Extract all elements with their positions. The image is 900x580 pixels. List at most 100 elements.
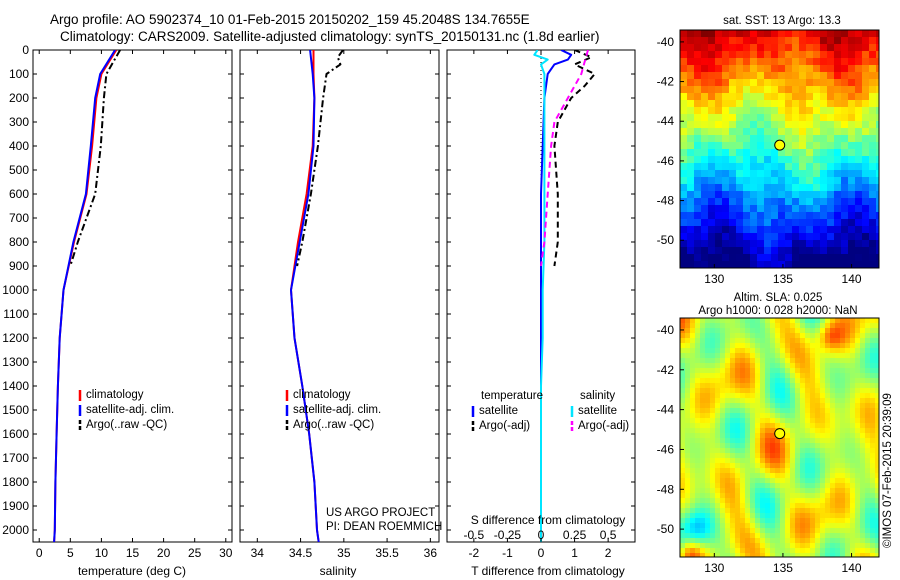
sla-map-cell: [810, 358, 816, 364]
sst-map-cell: [736, 240, 744, 248]
sst-map-cell: [764, 100, 772, 108]
sla-map-cell: [860, 368, 866, 374]
sst-map-cell: [799, 30, 807, 38]
sla-map-cell: [705, 423, 711, 429]
sla-map-cell: [775, 453, 781, 459]
sla-map-cell: [715, 458, 721, 464]
sla-map-cell: [770, 513, 776, 519]
sla-map-cell: [760, 478, 766, 484]
sla-map-cell: [740, 438, 746, 444]
sla-map-cell: [750, 453, 756, 459]
sla-map-cell: [790, 428, 796, 434]
sst-map-cell: [855, 226, 863, 234]
sla-map-cell: [690, 368, 696, 374]
sla-map-cell: [795, 498, 801, 504]
sla-map-cell: [770, 343, 776, 349]
sst-map-cell: [722, 177, 730, 185]
difference-xtick-label: 2: [605, 546, 612, 560]
sla-map-cell: [740, 443, 746, 449]
sla-map-cell: [710, 438, 716, 444]
sla-map-cell: [705, 498, 711, 504]
sla-map-cell: [715, 428, 721, 434]
sst-map-cell: [715, 100, 723, 108]
sst-map-cell: [855, 114, 863, 122]
sla-map-cell: [690, 453, 696, 459]
sst-map-cell: [771, 247, 779, 255]
sst-map-cell: [694, 121, 702, 129]
sla-map-cell: [705, 513, 711, 519]
sst-map-cell: [792, 30, 800, 38]
sla-map-cell: [865, 388, 871, 394]
sst-map-cell: [715, 163, 723, 171]
sla-map-cell: [730, 538, 736, 544]
sla-map-cell: [710, 343, 716, 349]
sst-map-cell: [701, 156, 709, 164]
sla-map-cell: [690, 513, 696, 519]
sla-map-cell: [785, 378, 791, 384]
sla-map-cell: [740, 468, 746, 474]
sla-map-cell: [770, 498, 776, 504]
sla-map-cell: [810, 503, 816, 509]
sst-map-cell: [743, 149, 751, 157]
sla-map-cell: [855, 433, 861, 439]
sla-map-cell: [750, 408, 756, 414]
sla-map-cell: [695, 418, 701, 424]
sla-map-cell: [855, 553, 861, 557]
sla-map-cell: [770, 353, 776, 359]
sla-map-cell: [785, 328, 791, 334]
sla-map-cell: [725, 478, 731, 484]
sla-map-cell: [790, 328, 796, 334]
sst-map-cell: [778, 163, 786, 171]
sla-map-cell: [820, 323, 826, 329]
sst-map-cell: [785, 128, 793, 136]
sst-map-cell: [764, 261, 772, 268]
sla-map-cell: [840, 373, 846, 379]
sla-map-cell: [750, 473, 756, 479]
sla-map-cell: [840, 383, 846, 389]
sla-map-cell: [775, 538, 781, 544]
sst-map-cell: [757, 142, 765, 150]
sst-map-cell: [778, 219, 786, 227]
sla-map-cell: [800, 473, 806, 479]
sst-map-cell: [736, 226, 744, 234]
sla-map-cell: [720, 498, 726, 504]
depth-tick-label: 0: [22, 43, 29, 57]
sla-map-cell: [710, 413, 716, 419]
sst-map-cell: [827, 107, 835, 115]
sla-map-cell: [830, 438, 836, 444]
sst-map-cell: [764, 212, 772, 220]
sla-map-cell: [750, 388, 756, 394]
sla-map-cell: [740, 388, 746, 394]
sla-map-cell: [870, 443, 876, 449]
sla-map-cell: [815, 493, 821, 499]
sla-map-cell: [870, 513, 876, 519]
sla-map-cell: [815, 333, 821, 339]
sla-map-cell: [705, 323, 711, 329]
sla-map-cell: [680, 383, 686, 389]
sst-map-cell: [855, 86, 863, 94]
sst-map-cell: [722, 184, 730, 192]
sla-map-cell: [775, 413, 781, 419]
sla-map-cell: [720, 358, 726, 364]
sst-map-cell: [708, 198, 716, 206]
sla-map-cell: [715, 533, 721, 539]
sst-map-cell: [729, 135, 737, 143]
sla-map-cell: [760, 418, 766, 424]
sla-map-cell: [725, 398, 731, 404]
sla-map-cell: [835, 423, 841, 429]
sla-map-cell: [710, 473, 716, 479]
sla-map-cell: [685, 373, 691, 379]
sla-map-cell: [775, 438, 781, 444]
sst-map-cell: [778, 65, 786, 73]
sla-map-cell: [790, 488, 796, 494]
sla-map-cell: [755, 388, 761, 394]
sst-map-cell: [680, 240, 688, 248]
sla-map-cell: [815, 458, 821, 464]
sst-map-cell: [827, 37, 835, 45]
sla-map-cell: [825, 358, 831, 364]
sla-map-cell: [700, 463, 706, 469]
sla-map-cell: [725, 473, 731, 479]
sla-map-cell: [720, 448, 726, 454]
sla-map-cell: [705, 413, 711, 419]
sst-map-cell: [869, 79, 877, 87]
